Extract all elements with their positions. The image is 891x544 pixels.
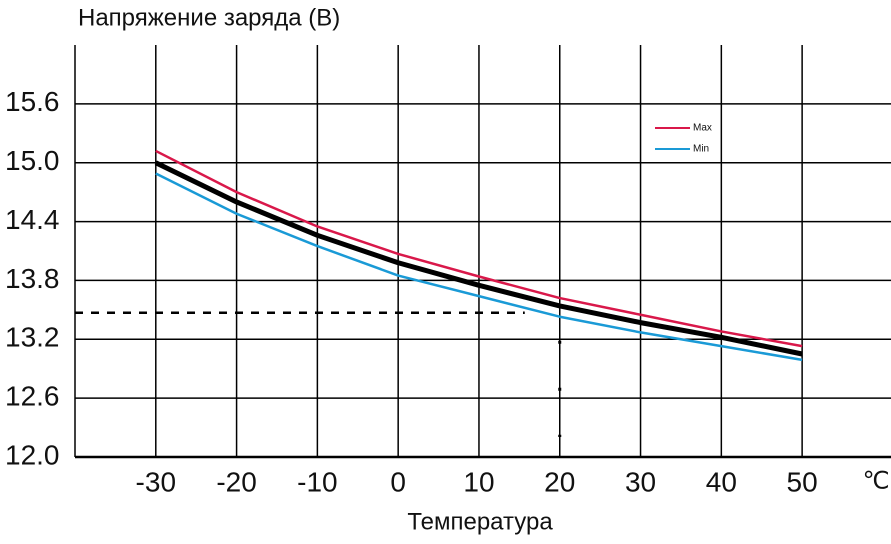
y-tick-label: 14.4	[5, 204, 60, 235]
x-tick-label: 10	[463, 466, 494, 497]
x-axis-label: Температура	[407, 508, 553, 535]
line-series	[154, 160, 803, 357]
x-tick-label: 20	[544, 466, 575, 497]
x-tick-label: -10	[297, 466, 337, 497]
line-series	[155, 149, 803, 348]
y-tick-label: 13.8	[5, 263, 60, 294]
x-tick-label: 30	[625, 466, 656, 497]
chart-title: Напряжение заряда (В)	[78, 4, 340, 31]
x-unit: ℃	[863, 467, 890, 494]
y-tick-label: 15.0	[5, 145, 60, 176]
legend-label: Min	[693, 144, 709, 155]
x-tick-label: -30	[136, 466, 176, 497]
y-tick-label: 12.6	[5, 381, 60, 412]
y-tick-label: 13.2	[5, 322, 60, 353]
x-tick-label: -20	[216, 466, 256, 497]
x-tick-label: 50	[787, 466, 818, 497]
x-tick-label: 40	[706, 466, 737, 497]
line-series	[155, 172, 803, 362]
y-tick-label: 12.0	[5, 439, 60, 470]
legend-label: Max	[693, 123, 712, 134]
y-tick-label: 15.6	[5, 86, 60, 117]
x-tick-label: 0	[390, 466, 406, 497]
